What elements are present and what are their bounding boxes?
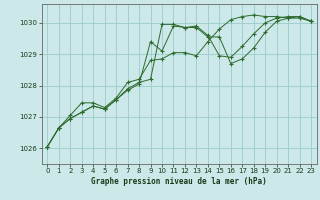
X-axis label: Graphe pression niveau de la mer (hPa): Graphe pression niveau de la mer (hPa) [91,177,267,186]
